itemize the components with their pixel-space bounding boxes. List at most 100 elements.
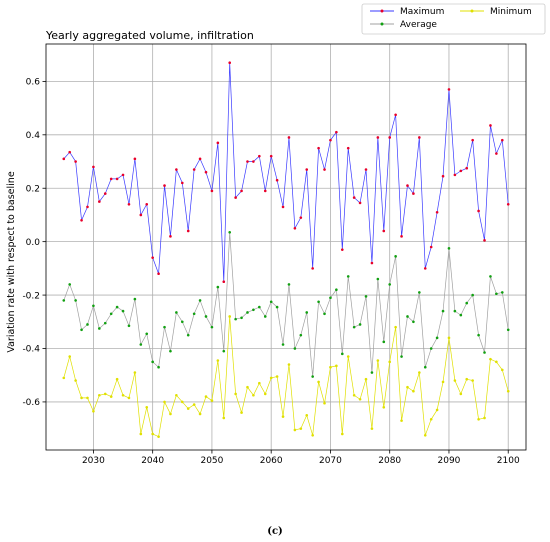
data-point-maximum [222, 280, 226, 284]
data-point-average [198, 299, 202, 302]
data-point-average [139, 343, 143, 346]
data-point-minimum [329, 365, 332, 369]
y-tick-label: 0.0 [26, 238, 41, 248]
data-point-minimum [133, 371, 137, 374]
data-point-minimum [204, 395, 208, 398]
data-point-average [62, 299, 66, 302]
data-point-maximum [98, 200, 101, 203]
data-point-maximum [281, 205, 285, 209]
data-point-minimum [228, 315, 232, 318]
data-point-average [471, 293, 474, 297]
data-point-average [394, 255, 397, 258]
data-point-maximum [346, 146, 350, 150]
data-point-average [400, 355, 403, 358]
chart-title: Yearly aggregated volume, infiltration [45, 29, 254, 42]
data-point-maximum [376, 136, 380, 139]
data-point-average [180, 320, 184, 324]
data-point-average [269, 300, 273, 304]
data-point-minimum [435, 408, 439, 412]
series-line-maximum [63, 62, 509, 282]
data-point-minimum [210, 399, 214, 402]
x-tick-label: 2060 [260, 456, 283, 466]
data-point-minimum [340, 432, 344, 436]
data-point-maximum [483, 239, 486, 242]
data-point-maximum [471, 138, 474, 142]
y-tick-label: 0.2 [26, 184, 40, 194]
data-point-maximum [311, 267, 314, 270]
data-point-average [287, 283, 291, 286]
data-point-average [169, 349, 172, 353]
data-point-average [228, 231, 232, 234]
data-point-minimum [86, 396, 89, 400]
data-point-maximum [335, 130, 338, 134]
data-point-average [86, 323, 89, 326]
data-point-average [210, 325, 214, 329]
data-point-maximum [423, 267, 427, 270]
data-point-minimum [234, 392, 237, 396]
data-point-minimum [127, 396, 131, 400]
data-point-average [222, 349, 226, 353]
data-point-maximum [287, 136, 291, 139]
data-point-average [418, 291, 421, 294]
series-maximum [62, 61, 510, 284]
data-point-average [489, 275, 492, 278]
data-point-minimum [317, 380, 320, 384]
data-point-average [68, 283, 72, 286]
x-tick-label: 2040 [141, 456, 164, 466]
data-point-minimum [382, 405, 386, 409]
data-point-average [376, 277, 380, 281]
data-point-maximum [489, 124, 492, 127]
data-point-maximum [394, 113, 397, 117]
data-point-minimum [364, 377, 368, 381]
y-tick-label: 0.6 [26, 78, 41, 88]
data-point-minimum [305, 413, 309, 417]
data-point-average [275, 305, 279, 309]
data-point-minimum [388, 360, 392, 364]
data-point-average [92, 304, 95, 308]
data-point-minimum [275, 375, 279, 378]
data-point-average [435, 336, 439, 340]
data-point-minimum [121, 393, 125, 397]
data-point-maximum [418, 136, 421, 139]
data-point-average [429, 347, 433, 350]
data-point-maximum [133, 157, 137, 161]
series-line-minimum [63, 316, 509, 438]
data-point-minimum [62, 376, 66, 380]
data-point-maximum [382, 229, 386, 233]
data-point-average [335, 288, 338, 292]
data-point-average [157, 365, 160, 369]
data-point-minimum [252, 393, 255, 397]
data-point-minimum [406, 385, 409, 389]
data-point-maximum [216, 141, 220, 145]
data-point-minimum [246, 385, 249, 389]
data-point-average [133, 297, 137, 301]
data-point-minimum [263, 392, 267, 396]
data-point-maximum [228, 61, 232, 64]
data-point-minimum [335, 364, 338, 368]
data-point-minimum [68, 355, 72, 358]
data-point-minimum [477, 417, 480, 421]
data-point-average [151, 360, 154, 364]
data-point-maximum [305, 168, 309, 171]
data-point-minimum [269, 376, 273, 380]
data-point-maximum [80, 218, 83, 222]
data-point-minimum [453, 379, 457, 382]
data-point-maximum [299, 216, 303, 219]
x-axis: 2030 2040 2050 2060 2070 2080 2090 2100 [82, 450, 520, 466]
data-point-average [80, 328, 83, 332]
legend-item-maximum: Maximum [370, 7, 444, 17]
series-layer [62, 61, 510, 438]
data-point-average [263, 315, 267, 318]
legend-item-average: Average [370, 20, 437, 30]
data-point-average [329, 296, 332, 300]
data-point-average [240, 316, 243, 320]
data-point-minimum [429, 417, 433, 421]
data-point-average [506, 328, 510, 332]
series-average [62, 231, 510, 378]
data-point-maximum [246, 160, 249, 163]
data-point-average [109, 312, 113, 316]
data-point-minimum [145, 405, 149, 409]
data-point-minimum [163, 400, 166, 404]
data-point-average [370, 371, 374, 374]
data-point-minimum [74, 379, 77, 382]
